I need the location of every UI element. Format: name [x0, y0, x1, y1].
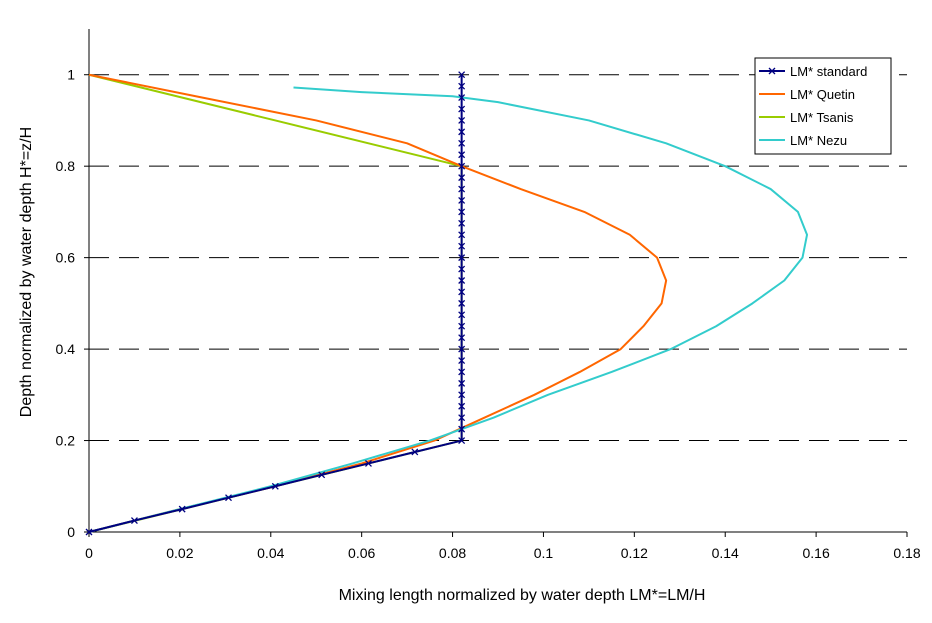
data-point: [458, 105, 466, 113]
data-point: [225, 494, 232, 502]
data-point: [271, 482, 279, 490]
data-point: [458, 357, 466, 364]
data-point: [458, 368, 466, 376]
data-point: [130, 517, 138, 525]
data-point: [458, 139, 466, 147]
x-tick-label: 0.04: [257, 545, 284, 561]
x-tick-label: 0.1: [534, 545, 554, 561]
data-point: [458, 116, 466, 124]
data-point: [458, 311, 466, 319]
data-point: [365, 459, 372, 467]
data-point: [458, 174, 466, 182]
data-point: [458, 231, 466, 239]
data-point: [458, 425, 466, 433]
x-tick-label: 0.12: [621, 545, 648, 561]
y-tick-label: 1: [67, 67, 75, 83]
data-point: [458, 265, 466, 273]
data-point: [458, 334, 466, 342]
data-point: [458, 322, 466, 330]
legend-label: LM* standard: [790, 64, 867, 79]
x-tick-label: 0: [85, 545, 93, 561]
y-tick-label: 0: [67, 524, 75, 540]
data-point: [458, 242, 466, 250]
x-axis-title: Mixing length normalized by water depth …: [339, 587, 706, 604]
data-point: [458, 391, 466, 399]
data-point: [458, 299, 466, 307]
data-point: [458, 345, 466, 353]
data-point: [458, 379, 466, 387]
x-tick-label: 0.14: [712, 545, 739, 561]
data-point: [458, 437, 466, 445]
x-tick-label: 0.18: [893, 545, 920, 561]
legend-item-lm-nezu: LM* Nezu: [759, 133, 847, 148]
grid-lines: [89, 74, 907, 442]
x-tick-label: 0.16: [802, 545, 829, 561]
y-tick-label: 0.2: [56, 433, 76, 449]
data-point: [178, 505, 186, 513]
data-point: [458, 197, 466, 204]
data-point: [85, 528, 93, 536]
y-tick-label: 0.6: [56, 250, 76, 266]
series-layer: [85, 71, 809, 536]
data-point: [458, 277, 466, 284]
y-tick-label: 0.4: [56, 341, 76, 357]
data-point: [458, 151, 466, 159]
ticks: 0 0.2 0.4 0.6 0.8 1 0 0.02 0.04 0.06 0.08 0.1 0.12 0.…: [56, 67, 921, 561]
data-point: [458, 82, 466, 90]
series-lm-quetin: [88, 73, 668, 533]
series-lm-nezu: [88, 86, 809, 533]
legend-label: LM* Quetin: [790, 87, 855, 102]
data-point: [458, 94, 466, 102]
legend-label: LM* Tsanis: [790, 110, 854, 125]
data-point: [458, 254, 466, 262]
series-lm-standard: [85, 71, 466, 536]
data-point: [458, 414, 466, 422]
legend-item-lm-quetin: LM* Quetin: [759, 87, 855, 102]
data-point: [458, 208, 466, 216]
data-point: [458, 128, 466, 136]
data-point: [458, 288, 466, 296]
y-tick-label: 0.8: [56, 158, 76, 174]
data-point: [458, 162, 466, 170]
x-tick-label: 0.06: [348, 545, 375, 561]
legend-item-lm-tsanis: LM* Tsanis: [759, 110, 854, 125]
data-point: [318, 471, 326, 479]
series-line-lm-nezu: [88, 86, 809, 533]
legend-box: [754, 57, 892, 155]
series-line-lm-quetin: [88, 73, 668, 533]
data-point: [458, 185, 466, 193]
data-point: [458, 71, 466, 79]
legend-label: LM* Nezu: [790, 133, 847, 148]
data-point: [458, 219, 466, 227]
data-point: [411, 448, 419, 456]
x-tick-label: 0.08: [439, 545, 466, 561]
axes: [88, 29, 907, 533]
legend-item-lm-standard: LM* standard: [759, 64, 867, 79]
data-point: [458, 402, 466, 410]
legend: LM* standard LM* Quetin LM* Tsanis LM* Nezu: [754, 57, 892, 155]
y-axis-title: Depth normalized by water depth H*=z/H: [18, 127, 35, 417]
x-tick-label: 0.02: [166, 545, 193, 561]
